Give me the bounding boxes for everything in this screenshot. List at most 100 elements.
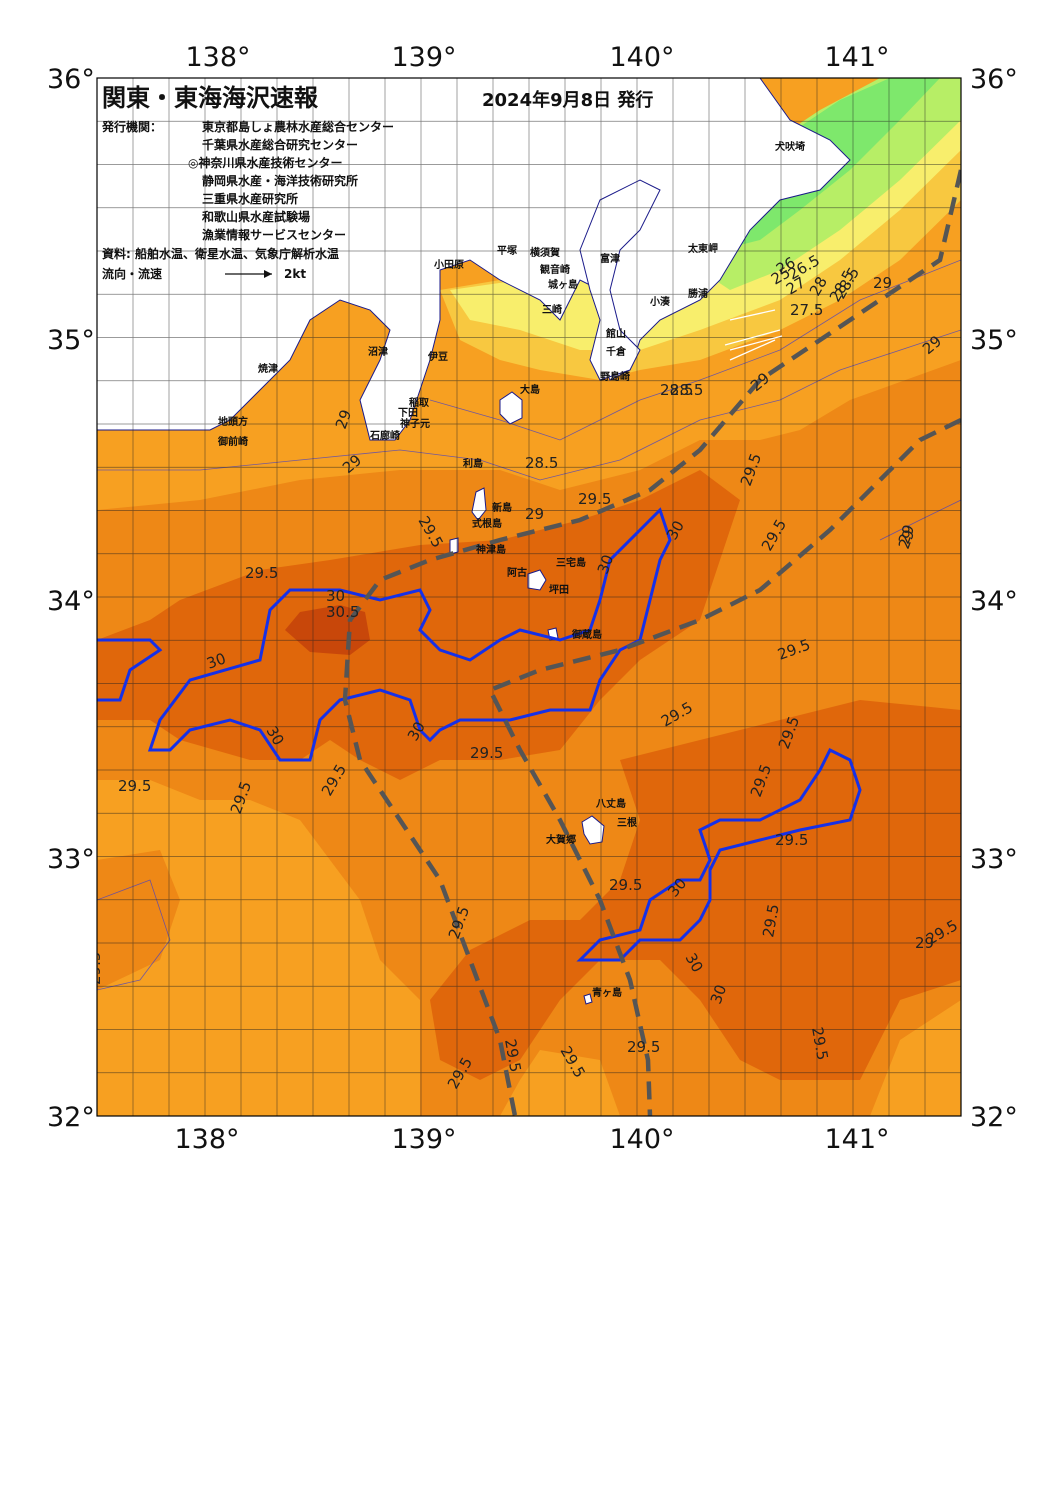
isotherm-28-5 — [429, 259, 961, 441]
place-name: 御蔵島 — [571, 628, 602, 641]
warm-zone-30 — [97, 470, 740, 780]
isotherm-label: 30.5 — [326, 603, 359, 621]
place-name: 犬吠埼 — [775, 140, 805, 153]
isotherm-label: 30 — [707, 982, 730, 1006]
isotherm-30-west — [97, 638, 163, 702]
isotherm-30-southeast — [576, 747, 862, 962]
isotherm-label: 29.5 — [808, 1026, 832, 1062]
data-sources: 資料: 船舶水温、衛星水温、気象庁解析水温 — [102, 246, 339, 261]
isotherm-label: 29 — [895, 527, 918, 551]
isotherm-west — [97, 879, 171, 991]
place-name: 神津島 — [476, 543, 506, 556]
place-name: 館山 — [605, 327, 626, 340]
thin-isotherms — [97, 259, 961, 991]
bottom-lon-139: 139° — [391, 1124, 456, 1155]
place-name: 阿古 — [507, 566, 527, 579]
place-name: 八丈島 — [595, 797, 626, 810]
left-lat-34: 34° — [47, 586, 95, 617]
top-lon-138: 138° — [185, 42, 250, 73]
place-name: 御前崎 — [217, 435, 248, 448]
place-name: 観音崎 — [540, 263, 570, 276]
isotherm-label: 30 — [594, 552, 617, 576]
warm-zone-30-east — [430, 700, 961, 1080]
flow-arrow-2 — [729, 335, 783, 351]
isotherm-label: 30 — [204, 649, 228, 672]
top-lon-141: 141° — [824, 42, 889, 73]
boso-peninsula — [579, 179, 661, 381]
place-name: 利島 — [463, 457, 483, 470]
kuroshio-axis-south — [486, 417, 961, 1116]
isotherm-label: 29.5 — [578, 490, 611, 508]
top-lon-139: 139° — [391, 42, 456, 73]
map-title: 関東・東海海沢速報 — [102, 84, 319, 112]
isotherm-label: 30 — [326, 587, 345, 605]
place-name: 城ヶ島 — [548, 278, 578, 291]
isotherm-label: 29 — [895, 522, 918, 546]
issuer-1: 千葉県水産総合研究センター — [202, 137, 358, 152]
kuroshio-axis — [342, 169, 961, 1116]
place-name: 野島崎 — [600, 370, 630, 383]
right-lat-33: 33° — [970, 844, 1018, 875]
miyakejima — [527, 569, 547, 591]
place-name: 式根島 — [472, 517, 502, 530]
isotherm-30-thick — [97, 507, 862, 962]
kozushima — [449, 537, 459, 555]
place-name: 青ヶ島 — [592, 986, 622, 999]
place-name: 地頭方 — [218, 415, 248, 428]
isotherm-label: 27.5 — [790, 301, 823, 319]
flow-arrow-1 — [724, 329, 781, 346]
left-lat-35: 35° — [47, 325, 95, 356]
isotherm-label: 29.5 — [86, 952, 104, 985]
place-name: 富津 — [600, 252, 620, 265]
isotherm-label: 29.5 — [118, 777, 151, 795]
place-name: 平塚 — [497, 244, 517, 257]
right-lat-32: 32° — [970, 1102, 1018, 1133]
place-name: 千倉 — [606, 345, 627, 358]
place-name: 三宅島 — [556, 556, 586, 569]
place-name: 坪田 — [549, 583, 569, 596]
isotherm-label: 29.5 — [627, 1038, 660, 1056]
flow-legend-scale: 2kt — [284, 267, 306, 281]
isotherm-label: 28.5 — [670, 381, 703, 399]
left-lat-33: 33° — [47, 844, 95, 875]
land — [97, 78, 851, 1005]
top-lon-140: 140° — [609, 42, 674, 73]
isotherm-label: 29 — [873, 274, 892, 292]
isotherm-label: 29.5 — [501, 1038, 525, 1074]
place-name: 横須賀 — [530, 246, 560, 259]
place-name: 三根 — [617, 816, 637, 829]
place-name: 新島 — [492, 501, 512, 514]
isotherm-label: 29 — [915, 934, 934, 952]
place-name: 稲取 — [409, 396, 430, 409]
flow-legend-arrowhead — [264, 270, 272, 278]
place-name: 勝浦 — [688, 287, 708, 300]
issuer-6: 漁業情報サービスセンター — [202, 227, 346, 242]
isotherm-label: 29 — [332, 407, 355, 431]
isotherm-label: 29 — [525, 505, 544, 523]
isotherm-label: 29.5 — [759, 903, 783, 939]
flow-arrow-3 — [729, 339, 776, 361]
flow-legend-label: 流向・流速 — [102, 266, 162, 281]
isotherm-east — [879, 499, 961, 541]
right-lat-34: 34° — [970, 586, 1018, 617]
issuer-4: 三重県水産研究所 — [202, 191, 298, 206]
isotherm-label: 29.5 — [609, 876, 642, 894]
issuer-3: 静岡県水産・海洋技術研究所 — [202, 173, 358, 188]
place-name: 焼津 — [258, 362, 278, 375]
niijima — [471, 487, 487, 521]
kuroshio-axis-north — [342, 169, 961, 1116]
place-name: 大賀郷 — [546, 833, 576, 846]
isotherm-label: 29.5 — [470, 744, 503, 762]
issuer-2: ◎神奈川県水産技術センター — [188, 155, 342, 170]
left-lat-32: 32° — [47, 1102, 95, 1133]
place-name: 下田 — [398, 407, 418, 419]
isotherm-label: 28.5 — [660, 381, 693, 399]
place-name: 太東岬 — [687, 242, 718, 255]
warm-zone-29-5-sw — [97, 850, 180, 990]
issuer-0: 東京都島しょ農林水産総合センター — [202, 119, 394, 134]
bottom-lon-141: 141° — [824, 1124, 889, 1155]
place-name: 大島 — [520, 383, 540, 396]
flow-arrows — [724, 309, 783, 361]
isotherm-label: 29.5 — [245, 564, 278, 582]
